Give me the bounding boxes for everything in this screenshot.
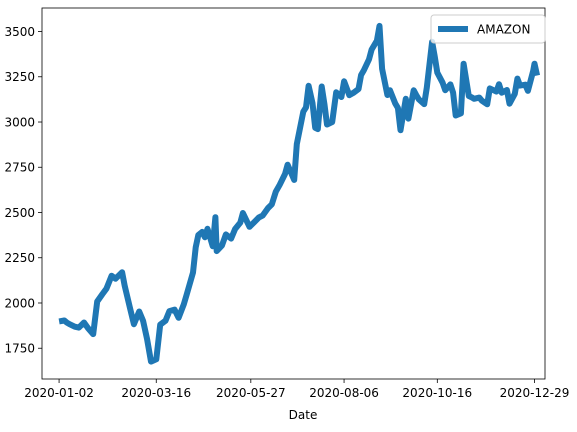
- legend-box: [430, 14, 546, 44]
- y-tick-label: 3000: [4, 115, 35, 129]
- y-tick-label: 2250: [4, 251, 35, 265]
- x-axis-label: Date: [289, 408, 318, 422]
- x-tick-label: 2020-12-29: [500, 386, 570, 400]
- y-tick-label: 2750: [4, 161, 35, 175]
- axes-frame: [41, 7, 546, 380]
- y-tick-label: 1750: [4, 342, 35, 356]
- y-tick-label: 2000: [4, 296, 35, 310]
- x-tick-label: 2020-01-02: [24, 386, 94, 400]
- x-tick-label: 2020-08-06: [309, 386, 379, 400]
- series-line-0: [58, 22, 541, 365]
- x-tick-label: 2020-03-16: [121, 386, 191, 400]
- x-tick-label: 2020-05-27: [216, 386, 286, 400]
- plot-area: [58, 22, 541, 365]
- legend: AMAZON: [430, 14, 546, 44]
- y-tick-label: 3500: [4, 25, 35, 39]
- legend-label: AMAZON: [477, 23, 530, 37]
- y-tick-label: 2500: [4, 206, 35, 220]
- y-tick-label: 3250: [4, 70, 35, 84]
- x-tick-label: 2020-10-16: [402, 386, 472, 400]
- axes: 2020-01-02 2020-03-16 2020-05-27 2020-08-06…: [4, 7, 570, 400]
